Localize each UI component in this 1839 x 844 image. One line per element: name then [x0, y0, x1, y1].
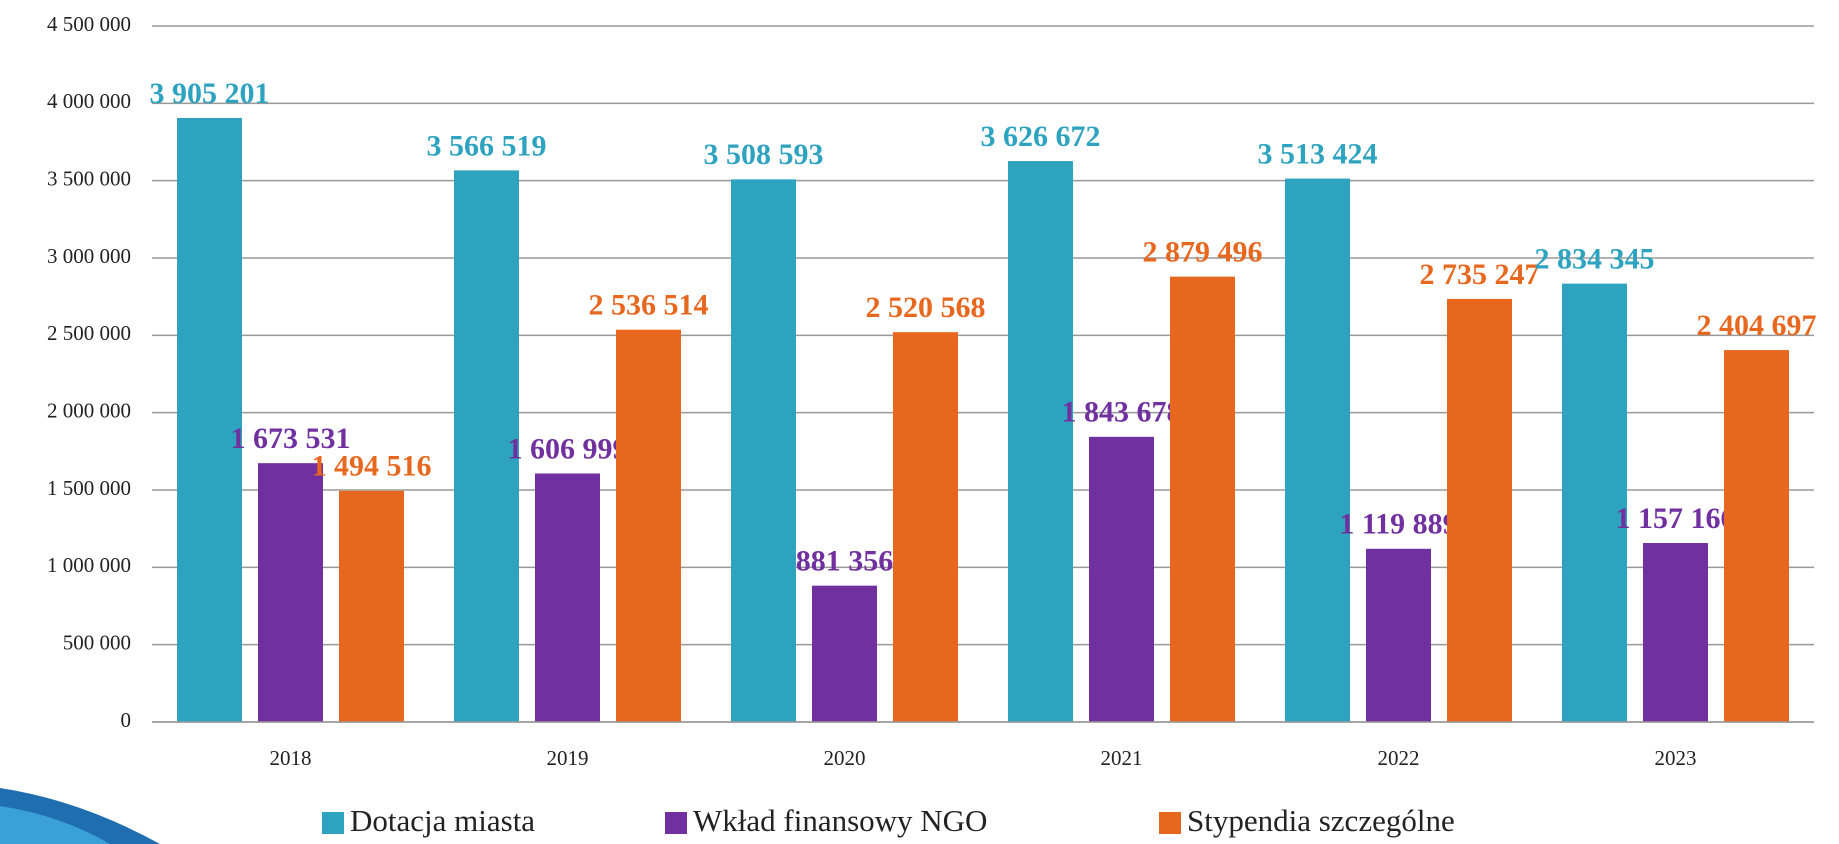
bar: [616, 329, 681, 722]
legend-label: Stypendia szczególne: [1187, 803, 1455, 838]
y-tick-label: 2 500 000: [47, 321, 131, 345]
y-tick-label: 0: [121, 708, 132, 732]
value-label: 2 404 697: [1697, 309, 1817, 342]
value-label: 2 879 496: [1143, 236, 1263, 269]
bar: [535, 473, 600, 722]
x-tick-label: 2019: [547, 746, 589, 770]
y-tick-label: 3 000 000: [47, 244, 131, 268]
value-label: 3 566 519: [427, 129, 547, 162]
value-label: 1 119 889: [1339, 508, 1457, 541]
legend-swatch: [1159, 812, 1181, 834]
value-label: 881 356: [796, 545, 894, 578]
value-label: 2 834 345: [1535, 243, 1655, 276]
bar: [258, 463, 323, 722]
value-label: 1 673 531: [231, 422, 351, 455]
bar: [1170, 276, 1235, 722]
bar: [1724, 350, 1789, 722]
legend-swatch: [322, 812, 344, 834]
bar: [1562, 283, 1627, 722]
y-tick-label: 2 000 000: [47, 398, 131, 422]
value-label: 1 843 678: [1062, 396, 1182, 429]
bar: [1008, 161, 1073, 723]
legend-label: Wkład finansowy NGO: [693, 803, 987, 838]
value-label: 3 905 201: [150, 77, 270, 110]
x-tick-label: 2022: [1378, 746, 1420, 770]
bar: [1089, 436, 1154, 722]
value-label: 3 513 424: [1258, 137, 1378, 170]
bar: [731, 179, 796, 722]
y-tick-label: 1 500 000: [47, 476, 131, 500]
decoration: [0, 806, 110, 844]
bar: [454, 170, 519, 722]
x-tick-label: 2021: [1101, 746, 1143, 770]
y-tick-label: 4 000 000: [47, 89, 131, 113]
value-label: 1 606 999: [508, 432, 628, 465]
value-label: 2 536 514: [589, 289, 709, 322]
value-label: 1 157 166: [1616, 502, 1736, 535]
bar: [1643, 543, 1708, 722]
bar: [1447, 298, 1512, 722]
y-tick-label: 4 500 000: [47, 12, 131, 36]
value-label: 2 520 568: [866, 291, 986, 324]
x-tick-label: 2020: [824, 746, 866, 770]
bar: [1285, 178, 1350, 722]
bar: [812, 585, 877, 722]
bar: [1366, 548, 1431, 722]
y-tick-label: 1 000 000: [47, 553, 131, 577]
bar: [893, 332, 958, 722]
bar: [339, 490, 404, 722]
value-label: 3 508 593: [704, 138, 824, 171]
legend-label: Dotacja miasta: [350, 803, 535, 838]
value-label: 1 494 516: [312, 450, 432, 483]
legend-swatch: [665, 812, 687, 834]
y-tick-label: 3 500 000: [47, 166, 131, 190]
bar: [177, 117, 242, 722]
x-tick-label: 2018: [270, 746, 312, 770]
y-tick-label: 500 000: [63, 630, 131, 654]
value-label: 2 735 247: [1420, 258, 1540, 291]
x-tick-label: 2023: [1655, 746, 1697, 770]
value-label: 3 626 672: [981, 120, 1101, 153]
